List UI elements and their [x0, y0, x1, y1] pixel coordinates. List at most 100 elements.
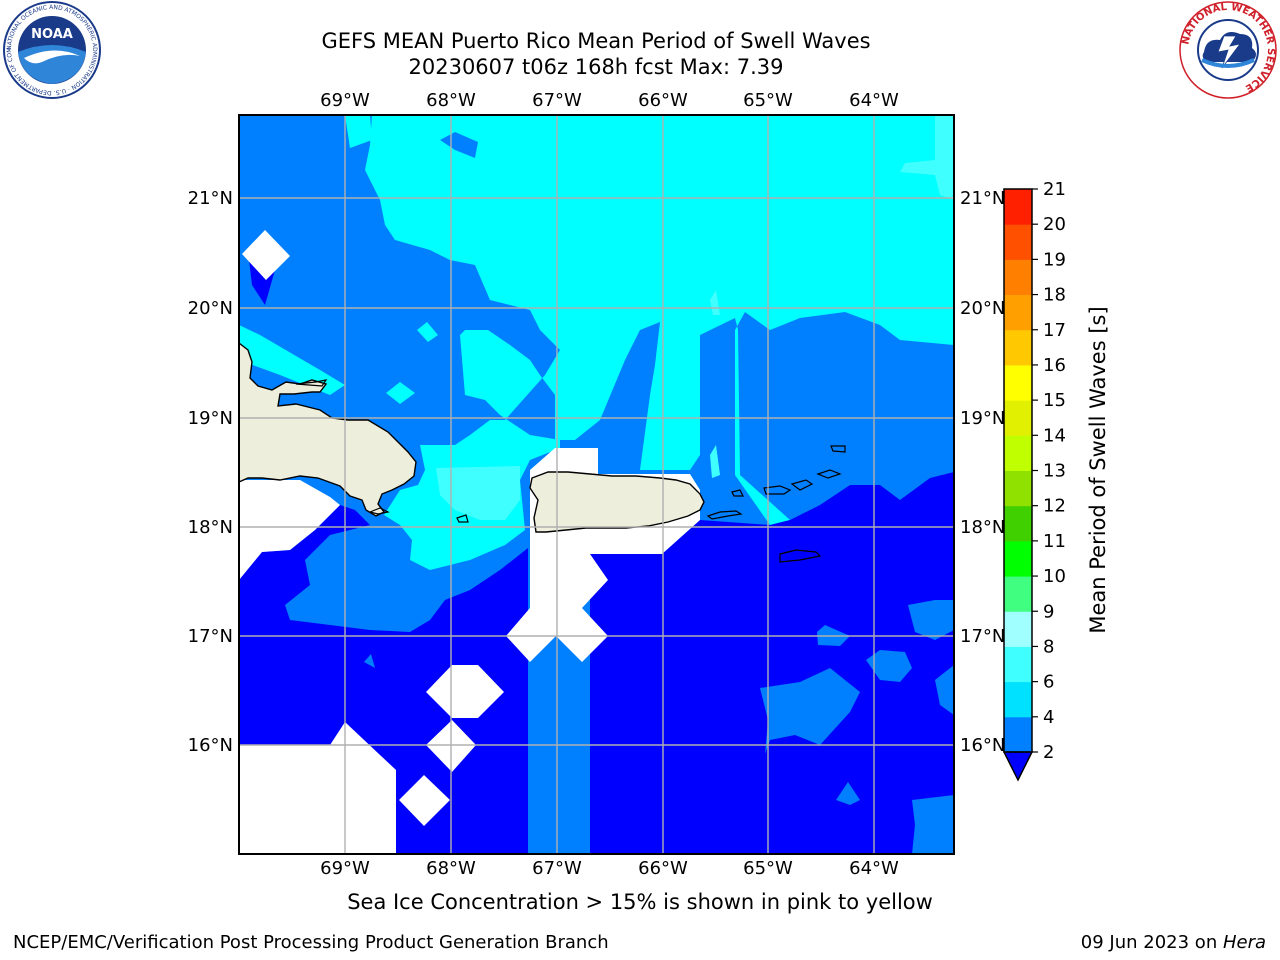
colorbar-segment	[1004, 681, 1032, 718]
lon-label-top: 66°W	[638, 90, 688, 111]
band-4-6	[386, 382, 415, 404]
lat-label-left: 20°N	[188, 298, 233, 319]
lon-label-top: 64°W	[849, 90, 899, 111]
band-6-8	[710, 290, 720, 315]
lat-label-left: 21°N	[188, 188, 233, 209]
band-2-4	[836, 782, 860, 805]
colorbar-segment	[1004, 435, 1032, 471]
colorbar-segment	[1004, 505, 1032, 542]
no-data-area	[426, 665, 504, 718]
puerto-rico-land	[529, 471, 705, 533]
lat-label-right: 19°N	[960, 408, 1005, 429]
chart-subtitle: 20230607 t06z 168h fcst Max: 7.39	[408, 55, 784, 79]
no-data-area	[239, 480, 340, 580]
nws-logo: NATIONAL WEATHER SERVICE	[1179, 1, 1277, 99]
chart-title: GEFS MEAN Puerto Rico Mean Period of Swe…	[321, 29, 871, 53]
colorbar-tick-label: 2	[1043, 742, 1054, 763]
colorbar-tick-label: 4	[1043, 707, 1054, 728]
lat-label-right: 20°N	[960, 298, 1005, 319]
colorbar-segment	[1004, 364, 1032, 401]
colorbar-tick-label: 15	[1043, 390, 1066, 411]
colorbar-segment	[1004, 224, 1032, 260]
band-2-4	[760, 668, 860, 754]
colorbar-tick-label: 8	[1043, 636, 1054, 657]
footer-organization: NCEP/EMC/Verification Post Processing Pr…	[13, 932, 609, 953]
lon-label-top: 65°W	[743, 90, 793, 111]
colorbar-segment	[1004, 576, 1032, 612]
colorbar-segment	[1004, 611, 1032, 647]
band-4-6	[345, 115, 372, 148]
lon-label-bottom: 68°W	[426, 858, 476, 879]
no-data-area	[239, 722, 396, 854]
band-2-4	[440, 132, 478, 158]
colorbar-segment	[1004, 470, 1032, 507]
footer-host: Hera	[1222, 932, 1266, 953]
map-grid	[239, 115, 954, 854]
band-2-4	[364, 654, 375, 668]
st-croix-island	[779, 549, 822, 563]
colorbar-tick-label: 10	[1043, 566, 1066, 587]
colorbar-tick-label: 17	[1043, 320, 1066, 341]
lat-label-left: 16°N	[188, 735, 233, 756]
footer-date: 09 Jun 2023 on Hera	[1081, 932, 1266, 953]
vieques-island	[706, 510, 743, 520]
colorbar-label: Mean Period of Swell Waves [s]	[1086, 306, 1110, 633]
band-2-4	[866, 650, 912, 682]
band-2-4	[935, 665, 954, 715]
lat-label-left: 17°N	[188, 626, 233, 647]
saona-island	[368, 507, 390, 515]
colorbar-segment	[1004, 716, 1032, 753]
lat-label-left: 18°N	[188, 517, 233, 538]
no-data-area	[399, 775, 450, 826]
lon-label-bottom: 69°W	[320, 858, 370, 879]
lon-label-bottom: 67°W	[532, 858, 582, 879]
band-4-6	[417, 322, 438, 342]
colorbar-tick-label: 18	[1043, 285, 1066, 306]
colorbar-tick-label: 9	[1043, 601, 1054, 622]
virgin-islands	[763, 485, 792, 495]
noaa-logo-text: NOAA	[31, 27, 73, 42]
virgin-islands	[816, 469, 842, 479]
band-6-8	[900, 115, 954, 200]
lat-label-right: 21°N	[960, 188, 1005, 209]
colorbar-segment	[1004, 646, 1032, 683]
lon-label-bottom: 65°W	[743, 858, 793, 879]
colorbar-tick-label: 14	[1043, 425, 1066, 446]
lat-label-left: 19°N	[188, 408, 233, 429]
band-0-2	[590, 472, 954, 854]
sea-ice-note: Sea Ice Concentration > 15% is shown in …	[347, 890, 933, 914]
small-islet	[295, 379, 328, 387]
colorbar-segment	[1004, 189, 1032, 225]
lat-label-right: 17°N	[960, 626, 1005, 647]
colorbar-tick-label: 13	[1043, 461, 1066, 482]
colorbar-tick-label: 6	[1043, 672, 1054, 693]
footer-date-text: 09 Jun 2023 on	[1080, 932, 1223, 953]
lon-label-bottom: 64°W	[849, 858, 899, 879]
band-2-4	[912, 795, 954, 854]
colorbar-tick-label: 11	[1043, 531, 1066, 552]
lon-label-top: 68°W	[426, 90, 476, 111]
culebra-island	[731, 489, 744, 497]
colorbar-tick-label: 20	[1043, 214, 1066, 235]
colorbar-tick-label: 19	[1043, 249, 1066, 270]
band-4-6	[365, 115, 954, 570]
lon-label-top: 69°W	[320, 90, 370, 111]
anegada-island	[830, 445, 846, 453]
map-plot-area	[239, 115, 954, 854]
colorbar-segment	[1004, 400, 1032, 436]
map-frame	[238, 114, 955, 855]
band-4-6	[239, 325, 345, 395]
colorbar-tick-label: 21	[1043, 179, 1066, 200]
lon-label-bottom: 66°W	[638, 858, 688, 879]
lat-label-right: 18°N	[960, 517, 1005, 538]
colorbar-segment	[1004, 329, 1032, 366]
lon-label-top: 67°W	[532, 90, 582, 111]
colorbar-tick-label: 16	[1043, 355, 1066, 376]
virgin-islands	[790, 479, 814, 491]
colorbar-segment	[1004, 294, 1032, 331]
colorbar-segment	[1004, 540, 1032, 577]
colorbar: 2 4 6 8 9 10 11 12 13 14 15 16 17 18 19 20 21	[1002, 179, 1066, 782]
noaa-logo: NATIONAL OCEANIC AND ATMOSPHERIC ADMINIS…	[2, 0, 101, 99]
colorbar-extension	[1002, 751, 1034, 782]
